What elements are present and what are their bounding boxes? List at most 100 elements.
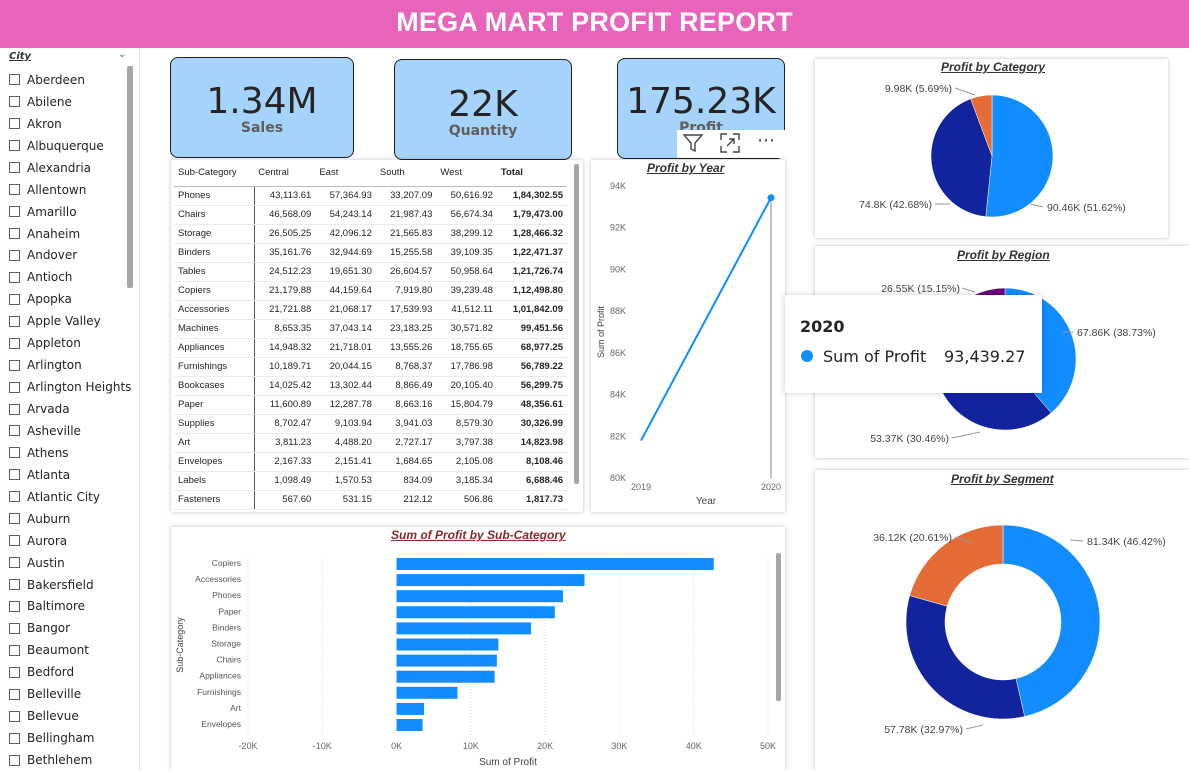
checkbox[interactable] xyxy=(9,600,20,612)
matrix-column-header[interactable]: Sub-Category xyxy=(174,160,255,187)
matrix-column-header[interactable]: Central xyxy=(254,160,316,187)
checkbox[interactable] xyxy=(9,403,20,415)
bar[interactable] xyxy=(396,574,585,587)
city-slicer[interactable]: City ⌄ Aberdeen Abilene Akron Albuquerque Al… xyxy=(0,48,140,771)
bar[interactable] xyxy=(396,702,425,715)
slicer-item[interactable]: Atlantic City xyxy=(9,486,131,508)
slicer-item[interactable]: Amarillo xyxy=(9,201,131,223)
pie-slice[interactable] xyxy=(930,98,993,217)
slicer-item[interactable]: Aurora xyxy=(9,530,131,552)
table-cell: 506.86 xyxy=(436,490,497,510)
slicer-item[interactable]: Albuquerque xyxy=(9,135,131,157)
slicer-item[interactable]: Antioch xyxy=(9,266,131,288)
checkbox[interactable] xyxy=(9,315,20,327)
pie-slice[interactable] xyxy=(985,94,1054,218)
matrix-column-header[interactable]: West xyxy=(436,160,497,187)
bar[interactable] xyxy=(396,590,563,603)
bar[interactable] xyxy=(396,558,714,570)
checkbox[interactable] xyxy=(9,337,20,349)
checkbox[interactable] xyxy=(9,96,20,108)
checkbox[interactable] xyxy=(9,140,20,152)
profit-line[interactable] xyxy=(640,197,772,442)
checkbox[interactable] xyxy=(9,535,20,547)
bar[interactable] xyxy=(396,686,458,699)
slicer-item[interactable]: Athens xyxy=(9,442,131,464)
slicer-item[interactable]: Akron xyxy=(9,113,131,135)
checkbox[interactable] xyxy=(9,688,20,700)
bar-chart-scrollbar[interactable] xyxy=(776,553,781,701)
checkbox[interactable] xyxy=(9,249,20,261)
slicer-item[interactable]: Arvada xyxy=(9,398,131,420)
slicer-item[interactable]: Arlington Heights xyxy=(9,376,131,398)
pie-slice[interactable] xyxy=(1002,524,1101,717)
more-options-icon[interactable]: ⋯ xyxy=(757,130,775,151)
slicer-scrollbar[interactable] xyxy=(127,66,133,288)
slicer-item[interactable]: Bangor xyxy=(9,617,131,639)
bar[interactable] xyxy=(396,638,499,651)
slicer-item[interactable]: Beaumont xyxy=(9,639,131,661)
slicer-item[interactable]: Austin xyxy=(9,552,131,574)
slicer-item[interactable]: Alexandria xyxy=(9,157,131,179)
slicer-item[interactable]: Auburn xyxy=(9,508,131,530)
bar[interactable] xyxy=(396,622,532,635)
slicer-item[interactable]: Bellevue xyxy=(9,705,131,727)
checkbox[interactable] xyxy=(9,469,20,481)
checkbox[interactable] xyxy=(9,666,20,678)
slicer-item[interactable]: Abilene xyxy=(9,91,131,113)
slicer-item[interactable]: Atlanta xyxy=(9,464,131,486)
checkbox[interactable] xyxy=(9,162,20,174)
slicer-item[interactable]: Appleton xyxy=(9,332,131,354)
checkbox[interactable] xyxy=(9,513,20,525)
checkbox[interactable] xyxy=(9,622,20,634)
checkbox[interactable] xyxy=(9,118,20,130)
checkbox[interactable] xyxy=(9,491,20,503)
checkbox[interactable] xyxy=(9,184,20,196)
bar[interactable] xyxy=(396,606,555,619)
checkbox[interactable] xyxy=(9,754,20,766)
slicer-item[interactable]: Anaheim xyxy=(9,223,131,245)
checkbox[interactable] xyxy=(9,359,20,371)
checkbox[interactable] xyxy=(9,228,20,240)
slicer-item[interactable]: Andover xyxy=(9,245,131,267)
slicer-item[interactable]: Allentown xyxy=(9,179,131,201)
filter-icon[interactable] xyxy=(682,132,704,159)
bar[interactable] xyxy=(396,654,497,667)
checkbox[interactable] xyxy=(9,644,20,656)
slicer-item[interactable]: Bethlehem xyxy=(9,749,131,771)
slicer-item[interactable]: Aberdeen xyxy=(9,69,131,91)
slicer-item-label: Amarillo xyxy=(27,204,77,219)
slicer-item[interactable]: Belleville xyxy=(9,683,131,705)
checkbox[interactable] xyxy=(9,579,20,591)
slicer-item[interactable]: Arlington xyxy=(9,354,131,376)
checkbox[interactable] xyxy=(9,206,20,218)
slicer-item[interactable]: Bellingham xyxy=(9,727,131,749)
checkbox[interactable] xyxy=(9,293,20,305)
pie-slice[interactable] xyxy=(970,94,993,157)
pie-slice[interactable] xyxy=(909,524,1004,607)
checkbox[interactable] xyxy=(9,74,20,86)
bar[interactable] xyxy=(396,670,495,683)
matrix-column-header[interactable]: East xyxy=(315,160,376,187)
checkbox[interactable] xyxy=(9,557,20,569)
slicer-item-label: Arlington Heights xyxy=(27,380,132,395)
slicer-item[interactable]: Baltimore xyxy=(9,596,131,618)
slicer-item[interactable]: Apopka xyxy=(9,288,131,310)
focus-mode-icon[interactable] xyxy=(719,132,741,159)
slicer-item[interactable]: Bakersfield xyxy=(9,574,131,596)
matrix-scrollbar[interactable] xyxy=(574,164,579,484)
checkbox[interactable] xyxy=(9,732,20,744)
checkbox[interactable] xyxy=(9,425,20,437)
matrix-column-header[interactable]: South xyxy=(375,160,437,187)
checkbox[interactable] xyxy=(9,271,20,283)
checkbox[interactable] xyxy=(9,710,20,722)
checkbox[interactable] xyxy=(9,447,20,459)
matrix-column-header[interactable]: Total xyxy=(496,160,567,187)
slicer-item[interactable]: Apple Valley xyxy=(9,310,131,332)
checkbox[interactable] xyxy=(9,381,20,393)
slicer-item[interactable]: Asheville xyxy=(9,420,131,442)
chevron-down-icon[interactable]: ⌄ xyxy=(118,49,127,60)
data-point[interactable] xyxy=(767,194,775,202)
slicer-item[interactable]: Bedford xyxy=(9,661,131,683)
pie-slice[interactable] xyxy=(905,595,1025,720)
bar[interactable] xyxy=(396,719,423,731)
